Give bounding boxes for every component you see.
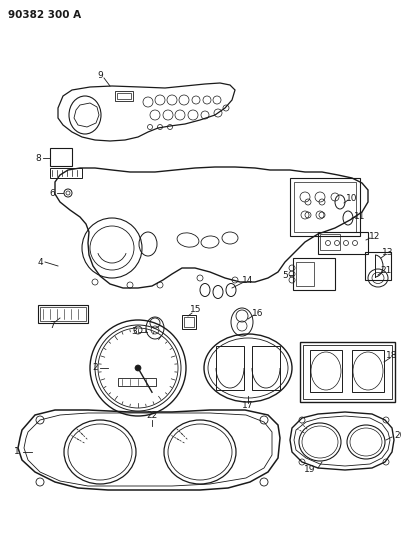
Text: 5: 5 [282, 271, 287, 279]
Text: 19: 19 [304, 465, 315, 474]
Bar [251, 346, 279, 390]
Bar [292, 258, 334, 290]
Bar [38, 305, 88, 323]
Text: 6: 6 [49, 189, 55, 198]
Text: 10: 10 [345, 193, 357, 203]
Bar [289, 178, 359, 236]
Bar [364, 252, 390, 280]
Text: 7: 7 [49, 320, 55, 329]
Text: 21: 21 [379, 265, 391, 274]
Text: 8: 8 [35, 154, 41, 163]
Bar [302, 345, 391, 399]
Text: 90382 300 A: 90382 300 A [8, 10, 81, 20]
Bar [351, 350, 383, 392]
Bar [295, 262, 313, 286]
Text: 3: 3 [131, 327, 136, 336]
Text: 2: 2 [92, 364, 97, 373]
Text: 17: 17 [242, 401, 253, 410]
Bar [50, 168, 82, 178]
Text: 14: 14 [242, 276, 253, 285]
Bar [319, 234, 339, 250]
Text: 20: 20 [393, 431, 401, 440]
Text: 4: 4 [37, 257, 43, 266]
Text: 18: 18 [385, 351, 397, 360]
Text: 16: 16 [251, 309, 263, 318]
Text: 15: 15 [190, 305, 201, 314]
Bar [117, 93, 131, 99]
Bar [115, 91, 133, 101]
Bar [317, 232, 367, 254]
Bar [50, 148, 72, 166]
Bar [215, 346, 243, 390]
Text: 22: 22 [146, 411, 157, 421]
Bar [299, 342, 394, 402]
Circle shape [135, 365, 141, 371]
Bar [184, 317, 194, 327]
Text: 13: 13 [381, 247, 393, 256]
Bar [40, 307, 86, 321]
Bar [182, 315, 196, 329]
Bar [118, 378, 156, 386]
Bar [309, 350, 341, 392]
Text: 1: 1 [14, 448, 20, 456]
Text: 12: 12 [369, 231, 380, 240]
Text: 11: 11 [353, 212, 365, 221]
Bar [293, 182, 355, 232]
Text: 9: 9 [97, 70, 103, 79]
